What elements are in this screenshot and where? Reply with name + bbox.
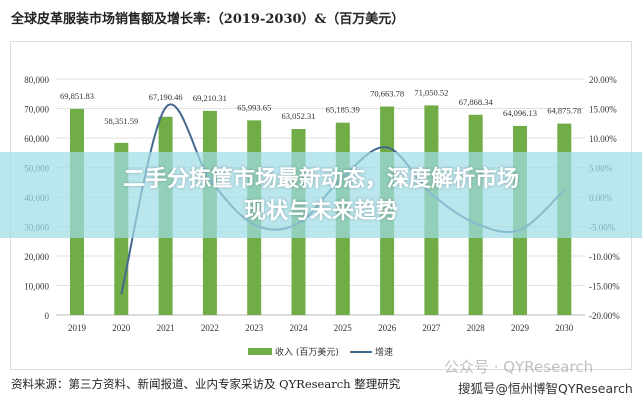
data-label-2021: 67,190.46 [149,92,183,102]
x-tick-label: 2019 [68,323,87,333]
wechat-watermark: 公众号 · QYResearch [444,358,594,376]
data-label-2028: 67,868.34 [459,97,494,107]
data-label-2024: 63,052.31 [282,111,316,121]
data-label-2020: 58,351.59 [104,116,138,126]
legend-label-revenue: 收入 (百万美元) [275,346,339,358]
right-tick-label: 20.00% [589,75,617,85]
left-tick-label: 60,000 [24,134,49,144]
left-tick-label: 70,000 [24,105,49,115]
left-tick-label: 0 [45,311,50,321]
data-label-2029: 64,096.13 [503,108,537,118]
x-tick-label: 2023 [245,323,264,333]
left-tick-label: 80,000 [24,75,49,85]
x-tick-label: 2030 [555,323,574,333]
right-tick-label: -20.00% [589,311,620,321]
data-label-2025: 65,185.39 [326,105,360,115]
left-tick-label: 20,000 [24,252,49,262]
data-label-2019: 69,851.83 [60,91,94,101]
left-tick-label: 10,000 [24,282,49,292]
headline-line-1: 二手分拣筐市场最新动态，深度解析市场 [122,167,519,192]
source-note: 资料来源：第三方资料、新闻报道、业内专家采访及 QYResearch 整理研究 [11,377,401,391]
x-tick-label: 2024 [290,323,309,333]
x-tick-label: 2029 [511,323,530,333]
data-label-2023: 65,993.65 [237,102,271,112]
x-tick-label: 2025 [334,323,353,333]
data-label-2022: 69,210.31 [193,93,227,103]
x-tick-label: 2027 [422,323,441,333]
headline-line-2: 现状与未来趋势 [243,199,398,224]
data-label-2026: 70,663.78 [370,89,404,99]
sohu-watermark: 搜狐号@恒州博智QYResearch [458,381,633,396]
x-tick-label: 2028 [467,323,486,333]
legend-swatch-revenue [248,348,272,355]
chart-title: 全球皮革服装市场销售额及增长率:（2019-2030）&（百万美元） [11,12,405,27]
right-tick-label: 10.00% [589,134,617,144]
legend-label-growth: 增速 [375,346,393,358]
right-tick-label: -15.00% [589,282,620,292]
data-label-2027: 71,050.52 [414,87,448,97]
x-tick-label: 2021 [157,323,175,333]
x-tick-label: 2020 [112,323,131,333]
headline-banner: 二手分拣筐市场最新动态，深度解析市场 现状与未来趋势 [0,152,642,238]
right-tick-label: 15.00% [589,105,617,115]
data-label-2030: 64,875.78 [547,106,581,116]
x-tick-label: 2022 [201,323,219,333]
x-tick-label: 2026 [378,323,397,333]
right-tick-label: -10.00% [589,252,620,262]
